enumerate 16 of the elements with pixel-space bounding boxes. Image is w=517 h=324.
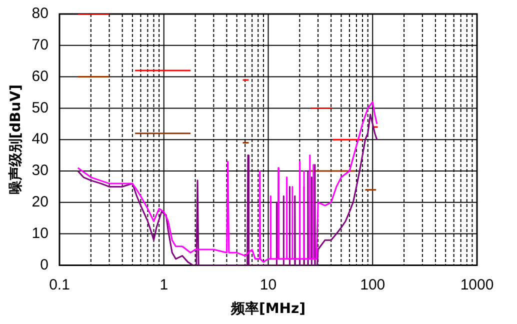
- y-tick-label: 10: [32, 224, 48, 242]
- x-tick-label: 1000: [460, 276, 494, 294]
- y-tick-label: 0: [40, 256, 48, 274]
- x-tick-label: 100: [360, 276, 386, 294]
- y-tick-label: 30: [32, 162, 48, 180]
- x-tick-label: 1: [160, 276, 168, 294]
- y-tick-label: 20: [32, 194, 48, 211]
- y-tick-label: 50: [32, 99, 48, 116]
- x-tick-label: 10: [260, 276, 277, 294]
- x-axis-title: 频率[MHz]: [230, 300, 306, 318]
- y-tick-label: 40: [32, 130, 48, 148]
- y-tick-label: 80: [32, 5, 48, 22]
- y-tick-label: 60: [32, 68, 48, 85]
- y-axis-title: 噪声级别[dBuV]: [8, 84, 24, 195]
- x-tick-label: 0.1: [49, 276, 70, 294]
- y-tick-label: 70: [32, 36, 48, 54]
